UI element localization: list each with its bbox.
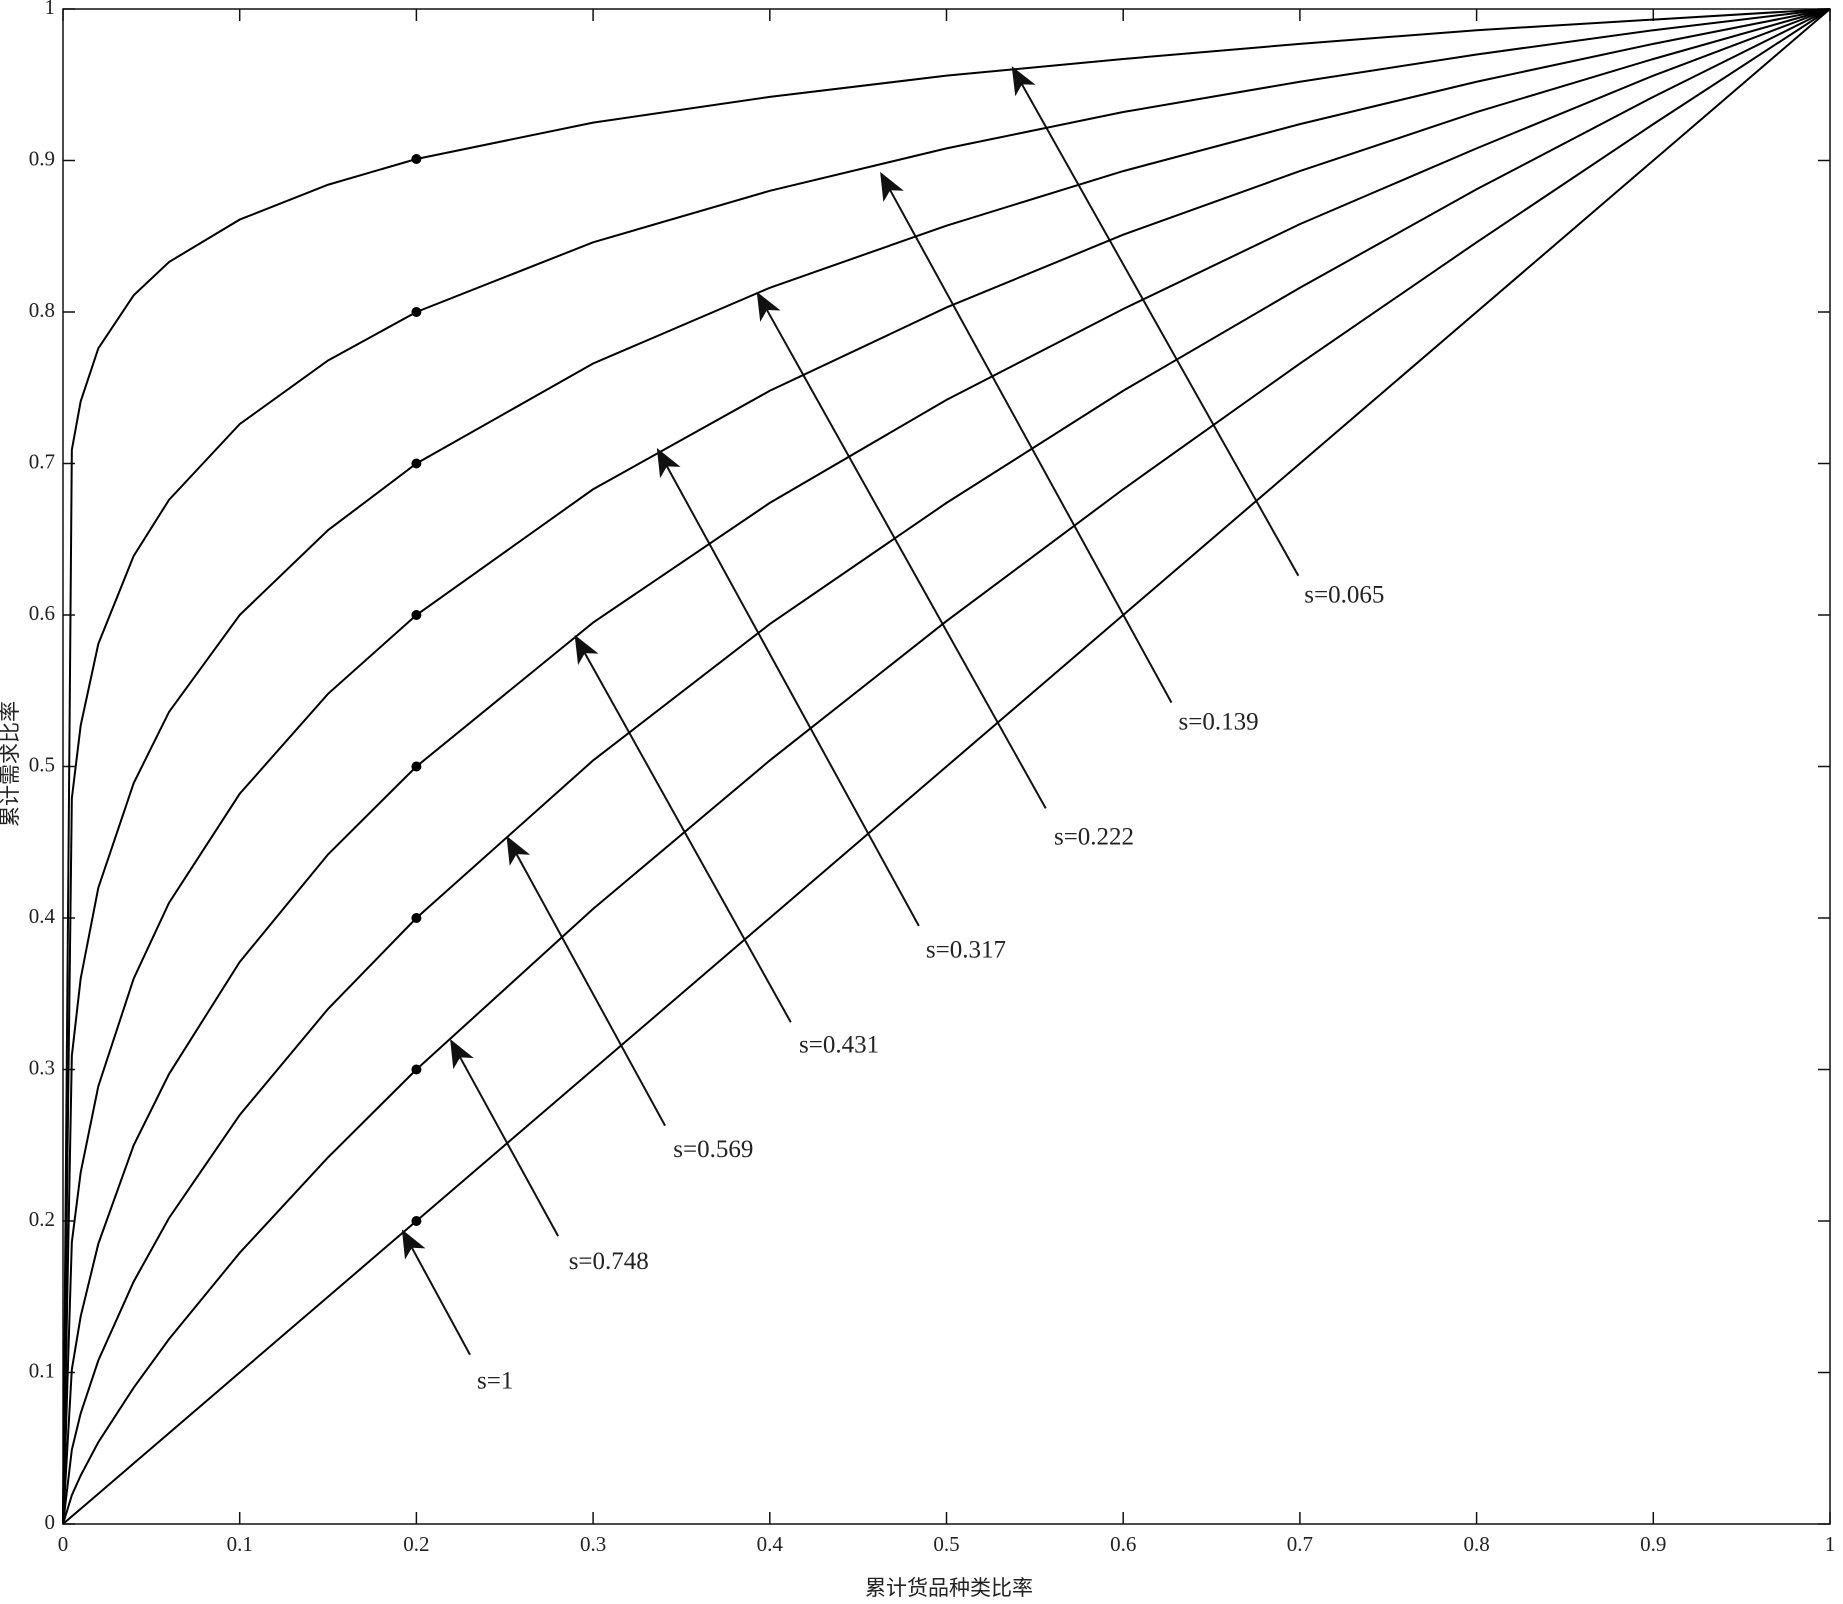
x-tick-label: 0.2 <box>403 1532 429 1556</box>
series-label: s=0.431 <box>799 1032 879 1059</box>
point-marker <box>411 610 422 620</box>
annotation-arrow <box>656 447 920 927</box>
y-axis-title: 累计需求比率 <box>0 701 22 827</box>
annotation-arrow <box>1011 66 1300 577</box>
point-marker <box>411 458 422 469</box>
x-tick-label: 0.5 <box>933 1532 959 1556</box>
point-marker <box>411 761 422 772</box>
y-tick-label: 0.2 <box>29 1207 55 1231</box>
point-marker <box>411 153 422 164</box>
x-tick-label: 0.4 <box>757 1532 784 1556</box>
x-tick-label: 0.9 <box>1640 1532 1666 1556</box>
point-marker <box>411 307 422 317</box>
y-tick-label: 1 <box>45 0 56 19</box>
annotation-arrow <box>574 634 792 1023</box>
series-label: s=0.317 <box>926 936 1006 963</box>
y-tick-label: 0.9 <box>29 146 55 170</box>
x-tick-label: 0.8 <box>1463 1532 1489 1556</box>
y-tick-label: 0.4 <box>29 904 56 928</box>
series-label: s=0.748 <box>569 1248 649 1275</box>
point-marker <box>411 1064 422 1075</box>
series-label: s=0.065 <box>1304 582 1384 609</box>
x-tick-label: 0.1 <box>227 1532 253 1556</box>
point-marker <box>411 913 422 923</box>
series-label: s=0.139 <box>1179 709 1259 736</box>
annotation-arrow <box>506 835 666 1127</box>
y-tick-label: 0.7 <box>29 449 55 473</box>
series-label: s=0.222 <box>1054 824 1134 851</box>
x-tick-label: 0 <box>58 1532 69 1556</box>
annotation-arrow <box>450 1039 560 1237</box>
annotation-arrow <box>880 171 1173 704</box>
y-tick-label: 0.6 <box>29 601 55 625</box>
series-label: s=0.569 <box>673 1136 753 1163</box>
annotation-arrow <box>401 1229 471 1356</box>
x-axis-title: 累计货品种类比率 <box>865 1576 1033 1600</box>
y-tick-label: 0.5 <box>29 752 55 776</box>
series-line <box>62 8 1831 1525</box>
x-tick-label: 0.3 <box>580 1532 606 1556</box>
x-tick-label: 0.7 <box>1287 1532 1313 1556</box>
y-tick-label: 0.1 <box>29 1358 55 1382</box>
y-tick-label: 0.8 <box>29 298 55 322</box>
x-tick-label: 1 <box>1825 1532 1836 1556</box>
y-tick-label: 0 <box>45 1510 56 1534</box>
series-label: s=1 <box>477 1368 513 1395</box>
x-tick-label: 0.6 <box>1110 1532 1136 1556</box>
y-tick-label: 0.3 <box>29 1055 55 1079</box>
point-marker <box>411 1216 422 1226</box>
